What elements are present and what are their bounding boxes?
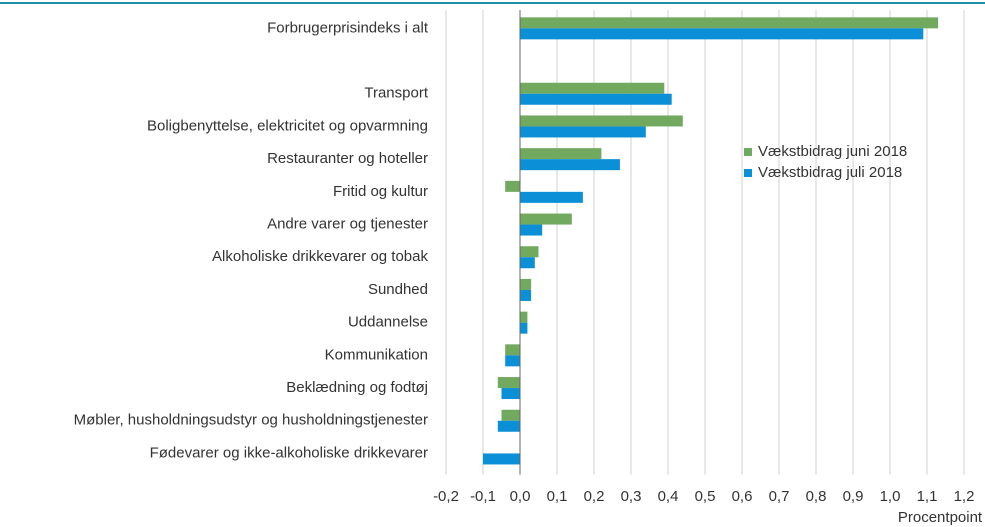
bar xyxy=(501,409,520,421)
bar xyxy=(520,159,620,171)
y-tick-label: Beklædning og fodtøj xyxy=(286,379,428,396)
y-tick-label: Restauranter og hoteller xyxy=(267,150,428,167)
legend-label: Vækstbidrag juli 2018 xyxy=(758,164,902,181)
y-tick-label: Andre varer og tjenester xyxy=(267,216,428,233)
x-tick-label: 0,7 xyxy=(769,488,790,505)
y-tick-label: Sundhed xyxy=(368,281,428,298)
y-tick-label: Transport xyxy=(364,85,428,102)
bar xyxy=(520,311,528,323)
legend-swatch xyxy=(744,148,752,156)
bar xyxy=(520,82,665,94)
legend-swatch xyxy=(744,169,752,177)
y-tick-label: Kommunikation xyxy=(325,346,428,363)
bar xyxy=(520,278,532,290)
x-tick-label: 0,6 xyxy=(732,488,753,505)
bar xyxy=(520,257,535,269)
y-tick-label: Boligbenyttelse, elektricitet og opvarmn… xyxy=(147,117,428,134)
y-tick-label: Fritid og kultur xyxy=(333,183,428,200)
x-tick-label: 0,3 xyxy=(621,488,642,505)
x-tick-label: 1,2 xyxy=(954,488,975,505)
y-tick-label: Møbler, husholdningsudstyr og husholdnin… xyxy=(74,412,428,429)
x-axis-label: Procentpoint xyxy=(898,509,983,526)
bar xyxy=(483,453,520,465)
bar xyxy=(520,17,939,29)
x-tick-label: 0,1 xyxy=(547,488,568,505)
x-tick-label: 0,8 xyxy=(806,488,827,505)
y-tick-label: Uddannelse xyxy=(348,314,428,331)
x-tick-label: 1,0 xyxy=(880,488,901,505)
bar xyxy=(520,93,672,105)
bar xyxy=(520,148,602,160)
bar xyxy=(520,289,532,301)
x-tick-label: 0,5 xyxy=(695,488,716,505)
bar xyxy=(520,224,543,236)
bar xyxy=(520,126,646,138)
x-tick-label: -0,1 xyxy=(470,488,496,505)
bar xyxy=(497,377,520,389)
bar xyxy=(520,246,539,258)
bar xyxy=(505,355,520,367)
legend-label: Vækstbidrag juni 2018 xyxy=(758,143,907,160)
bar xyxy=(520,322,528,334)
x-tick-label: 0,4 xyxy=(658,488,679,505)
bar xyxy=(520,191,583,203)
x-tick-label: 1,1 xyxy=(917,488,938,505)
y-tick-label: Forbrugerprisindeks i alt xyxy=(267,19,429,36)
x-tick-label: 0,2 xyxy=(584,488,605,505)
bar xyxy=(505,180,520,192)
bar xyxy=(497,420,520,432)
y-tick-label: Fødevarer og ikke-alkoholiske drikkevare… xyxy=(150,444,428,461)
bar xyxy=(520,115,683,127)
y-tick-label: Alkoholiske drikkevarer og tobak xyxy=(212,248,428,265)
bar xyxy=(520,213,572,225)
x-tick-label: 0,9 xyxy=(843,488,864,505)
bar xyxy=(520,28,924,40)
bar xyxy=(505,344,520,356)
bar xyxy=(501,388,520,400)
x-tick-label: 0,0 xyxy=(510,488,531,505)
x-tick-label: -0,2 xyxy=(433,488,459,505)
